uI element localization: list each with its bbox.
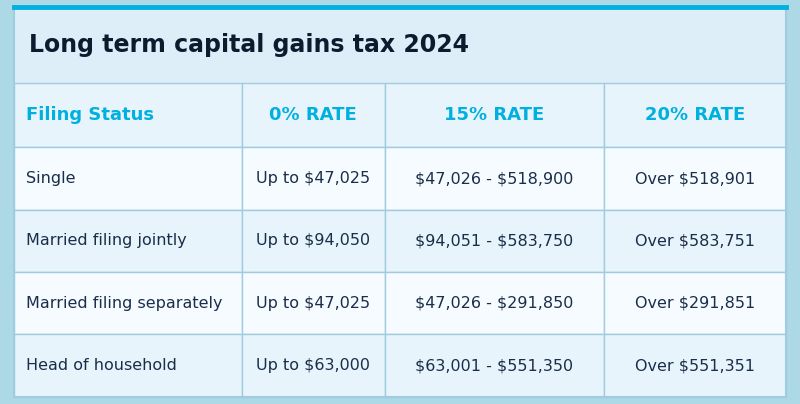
Text: 20% RATE: 20% RATE xyxy=(645,106,745,124)
Text: Up to \$63,000: Up to \$63,000 xyxy=(256,358,370,373)
Bar xyxy=(604,210,786,272)
Bar xyxy=(385,83,604,147)
Bar xyxy=(604,335,786,397)
Text: 15% RATE: 15% RATE xyxy=(444,106,545,124)
Text: Filing Status: Filing Status xyxy=(26,106,154,124)
Bar xyxy=(385,272,604,335)
Text: 0% RATE: 0% RATE xyxy=(270,106,357,124)
Bar xyxy=(242,210,385,272)
Text: Single: Single xyxy=(26,171,75,186)
Text: \$94,051 - \$583,750: \$94,051 - \$583,750 xyxy=(415,234,574,248)
Text: Over \$551,351: Over \$551,351 xyxy=(635,358,755,373)
Bar xyxy=(385,210,604,272)
Bar xyxy=(604,272,786,335)
Text: Married filing jointly: Married filing jointly xyxy=(26,234,186,248)
Bar xyxy=(242,147,385,210)
Text: Up to \$94,050: Up to \$94,050 xyxy=(256,234,370,248)
Text: Up to \$47,025: Up to \$47,025 xyxy=(256,171,370,186)
Bar xyxy=(14,335,242,397)
Bar xyxy=(242,335,385,397)
Text: Over \$518,901: Over \$518,901 xyxy=(635,171,755,186)
Text: \$47,026 - \$291,850: \$47,026 - \$291,850 xyxy=(415,296,574,311)
Bar xyxy=(242,83,385,147)
Bar xyxy=(242,272,385,335)
Bar xyxy=(14,7,786,83)
Bar xyxy=(385,147,604,210)
Text: Head of household: Head of household xyxy=(26,358,177,373)
Bar xyxy=(14,210,242,272)
Bar xyxy=(385,335,604,397)
Text: Long term capital gains tax 2024: Long term capital gains tax 2024 xyxy=(29,33,469,57)
Bar xyxy=(604,83,786,147)
Text: Over \$583,751: Over \$583,751 xyxy=(635,234,755,248)
Text: Over \$291,851: Over \$291,851 xyxy=(635,296,755,311)
Text: Up to \$47,025: Up to \$47,025 xyxy=(256,296,370,311)
Bar xyxy=(14,272,242,335)
Bar xyxy=(14,147,242,210)
Text: Married filing separately: Married filing separately xyxy=(26,296,222,311)
Bar xyxy=(604,147,786,210)
Text: \$63,001 - \$551,350: \$63,001 - \$551,350 xyxy=(415,358,574,373)
Bar xyxy=(14,83,242,147)
Text: \$47,026 - \$518,900: \$47,026 - \$518,900 xyxy=(415,171,574,186)
